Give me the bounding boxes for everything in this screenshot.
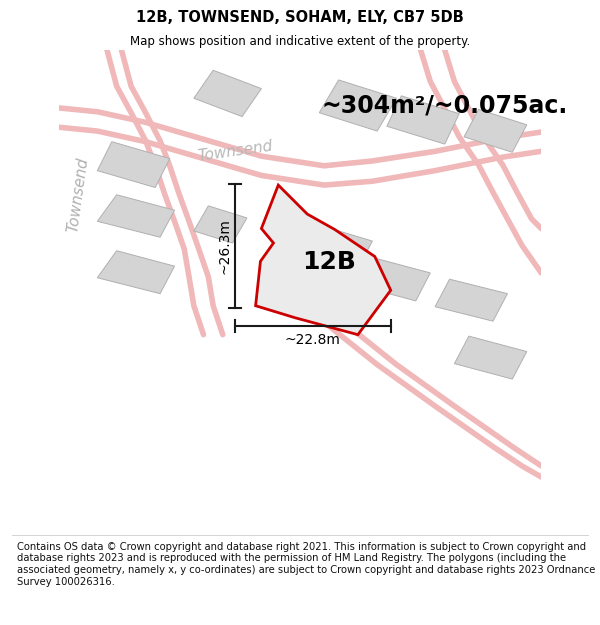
Polygon shape xyxy=(310,227,373,268)
Polygon shape xyxy=(454,336,527,379)
Text: 12B: 12B xyxy=(302,250,356,274)
Polygon shape xyxy=(256,185,391,334)
Text: Map shows position and indicative extent of the property.: Map shows position and indicative extent… xyxy=(130,35,470,48)
Polygon shape xyxy=(435,279,508,321)
Text: ~304m²/~0.075ac.: ~304m²/~0.075ac. xyxy=(322,94,568,118)
Text: Townsend: Townsend xyxy=(65,156,91,233)
Polygon shape xyxy=(97,142,170,188)
Text: 12B, TOWNSEND, SOHAM, ELY, CB7 5DB: 12B, TOWNSEND, SOHAM, ELY, CB7 5DB xyxy=(136,10,464,25)
Polygon shape xyxy=(194,70,262,117)
Polygon shape xyxy=(358,258,430,301)
Polygon shape xyxy=(97,195,175,238)
Text: Contains OS data © Crown copyright and database right 2021. This information is : Contains OS data © Crown copyright and d… xyxy=(17,542,595,586)
Polygon shape xyxy=(97,251,175,294)
Text: Townsend: Townsend xyxy=(196,139,274,164)
Polygon shape xyxy=(464,109,527,152)
Text: ~22.8m: ~22.8m xyxy=(285,334,341,348)
Polygon shape xyxy=(194,206,247,243)
Polygon shape xyxy=(319,80,397,131)
Polygon shape xyxy=(387,96,459,144)
Text: ~26.3m: ~26.3m xyxy=(217,218,231,274)
